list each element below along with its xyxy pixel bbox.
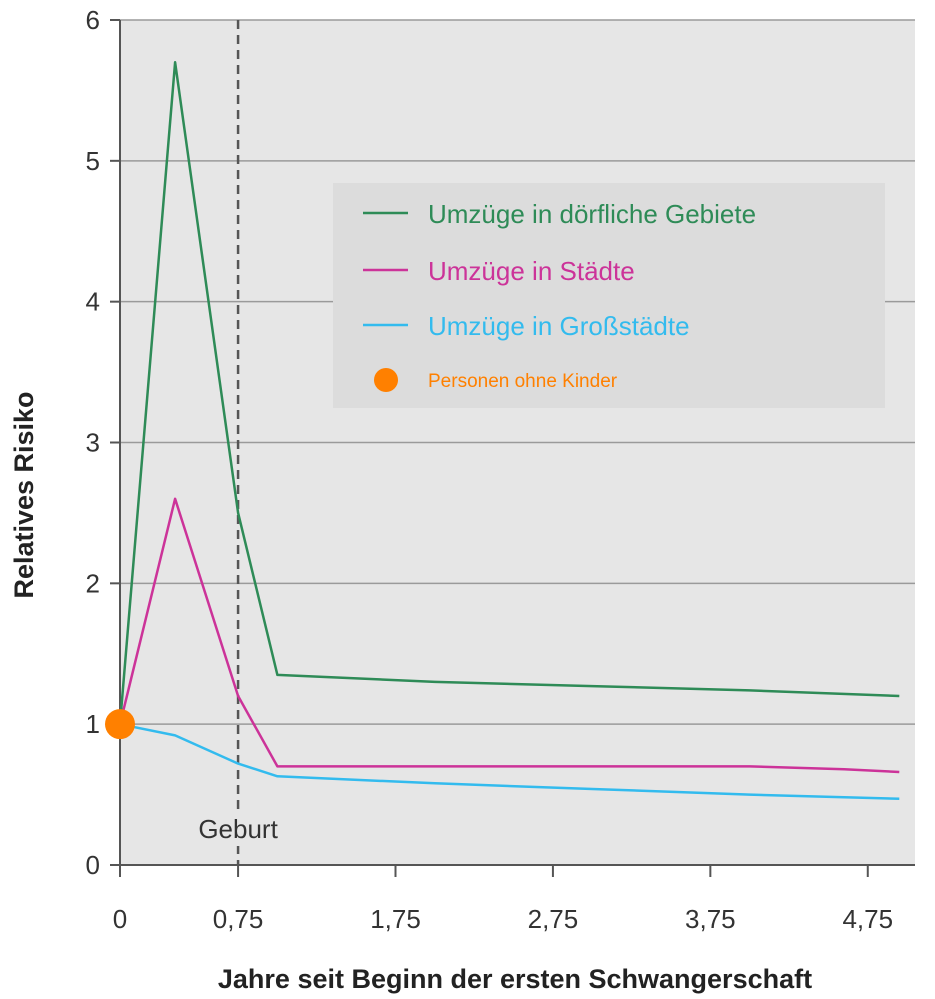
birth-annotation: Geburt (198, 814, 278, 844)
x-tick-label: 0 (113, 904, 127, 934)
y-tick-label: 6 (86, 5, 100, 35)
legend (333, 183, 885, 408)
x-axis-title: Jahre seit Beginn der ersten Schwangersc… (218, 964, 812, 994)
series-line-2 (118, 497, 900, 774)
series-lines (118, 61, 900, 801)
y-tick-label: 2 (86, 568, 100, 598)
reference-point-marker (105, 709, 135, 740)
legend-label: Umzüge in Städte (428, 256, 635, 286)
x-tick-label: 3,75 (685, 904, 736, 934)
y-tick-label: 1 (86, 709, 100, 739)
legend-label: Personen ohne Kinder (428, 371, 618, 392)
y-axis-ticks: 0 1 2 3 4 5 6 (86, 5, 120, 880)
y-tick-label: 0 (86, 850, 100, 880)
x-axis-ticks: 0 0,75 1,75 2,75 3,75 4,75 (113, 865, 893, 934)
y-tick-label: 4 (86, 287, 100, 317)
y-tick-label: 5 (86, 146, 100, 176)
series-line-3 (119, 722, 900, 801)
birth-annotation-bg (192, 812, 285, 846)
x-tick-label: 4,75 (842, 904, 893, 934)
y-tick-label: 3 (86, 428, 100, 458)
x-tick-label: 1,75 (370, 904, 421, 934)
series-line-1 (118, 61, 900, 725)
y-axis-title: Relatives Risiko (9, 391, 39, 598)
x-tick-label: 0,75 (213, 904, 264, 934)
x-tick-label: 2,75 (528, 904, 579, 934)
legend-label: Umzüge in dörfliche Gebiete (428, 199, 756, 229)
legend-entries: Umzüge in dörfliche Gebiete Umzüge in Stä… (363, 199, 756, 392)
legend-swatch (374, 368, 398, 392)
legend-label: Umzüge in Großstädte (428, 311, 690, 341)
